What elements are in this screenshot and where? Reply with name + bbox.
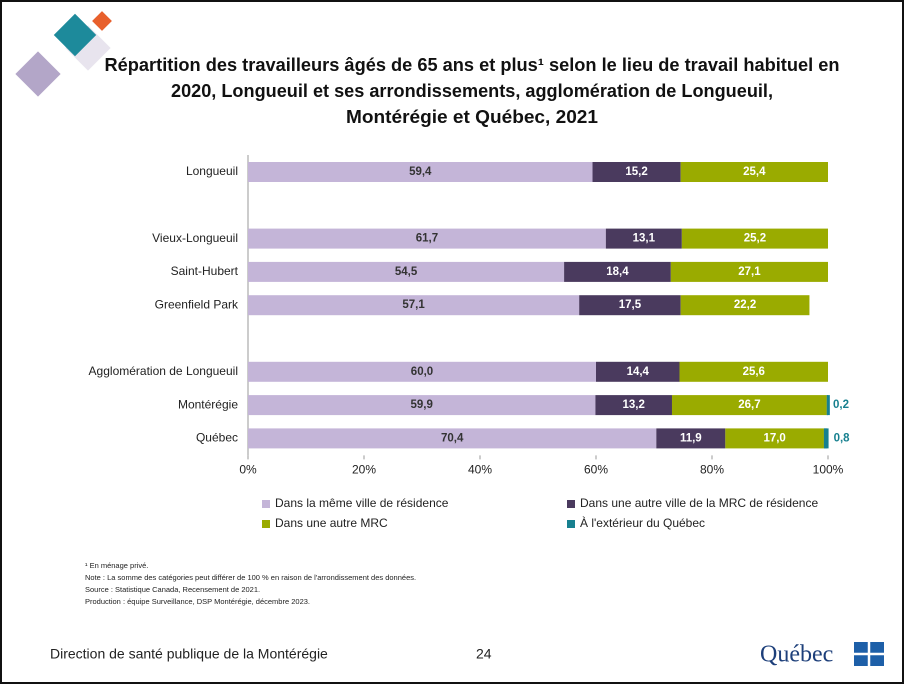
bar-segment bbox=[592, 162, 681, 182]
bar-segment bbox=[248, 228, 606, 249]
value-label: 17,0 bbox=[763, 432, 785, 444]
value-label: 57,1 bbox=[402, 299, 425, 311]
bar-segment bbox=[605, 228, 682, 249]
bar-segment bbox=[680, 295, 810, 316]
value-label: 60,0 bbox=[411, 366, 433, 378]
value-label: 25,6 bbox=[743, 366, 765, 378]
category-label: Vieux-Longueuil bbox=[152, 231, 238, 245]
value-label: 26,7 bbox=[738, 399, 760, 411]
bar-segment bbox=[679, 361, 828, 382]
x-tick-label: 20% bbox=[352, 463, 376, 477]
legend-label: Dans la même ville de résidence bbox=[275, 496, 449, 510]
value-label: 25,2 bbox=[744, 233, 766, 245]
category-label: Longueuil bbox=[186, 164, 238, 178]
bar-segment bbox=[680, 162, 828, 182]
x-tick-label: 40% bbox=[468, 463, 492, 477]
value-label: 11,9 bbox=[680, 432, 702, 444]
value-label: 0,2 bbox=[833, 399, 849, 411]
bar-segment bbox=[656, 428, 726, 449]
bar-segment bbox=[681, 228, 828, 249]
bar-segment bbox=[248, 428, 657, 449]
value-label: 61,7 bbox=[416, 233, 438, 245]
value-label: 13,2 bbox=[623, 399, 645, 411]
legend-swatch bbox=[567, 520, 575, 528]
x-tick-label: 80% bbox=[700, 463, 724, 477]
footnote: Production : équipe Surveillance, DSP Mo… bbox=[85, 597, 310, 606]
value-label: 70,4 bbox=[441, 432, 464, 444]
value-label: 22,2 bbox=[734, 299, 756, 311]
value-label: 59,4 bbox=[409, 166, 432, 178]
bar-segment bbox=[595, 395, 672, 416]
value-label: 18,4 bbox=[606, 266, 629, 278]
x-tick-label: 0% bbox=[239, 463, 257, 477]
value-label: 54,5 bbox=[395, 266, 418, 278]
value-label: 17,5 bbox=[619, 299, 642, 311]
bar-segment bbox=[564, 261, 671, 282]
legend-label: À l'extérieur du Québec bbox=[580, 515, 705, 530]
logo-flag bbox=[854, 642, 884, 666]
legend-swatch bbox=[262, 500, 270, 508]
logo-text: Québec bbox=[760, 642, 833, 668]
value-label: 13,1 bbox=[633, 233, 656, 245]
value-label: 14,4 bbox=[627, 366, 650, 378]
bar-segment bbox=[248, 361, 596, 382]
bar-segment bbox=[671, 395, 827, 416]
bar-segment bbox=[579, 295, 681, 316]
chart-title: Montérégie et Québec, 2021 bbox=[346, 107, 598, 127]
bar-segment-outline bbox=[826, 395, 830, 416]
value-label: 15,2 bbox=[625, 166, 647, 178]
legend-swatch bbox=[262, 520, 270, 528]
bar-segment bbox=[670, 261, 828, 282]
x-tick-label: 100% bbox=[813, 463, 844, 477]
footer-text: Direction de santé publique de la Montér… bbox=[50, 646, 328, 662]
category-label: Greenfield Park bbox=[155, 297, 239, 311]
value-label: 27,1 bbox=[738, 266, 761, 278]
footnote: Note : La somme des catégories peut diff… bbox=[85, 573, 416, 582]
category-label: Saint-Hubert bbox=[171, 264, 239, 278]
legend-label: Dans une autre ville de la MRC de réside… bbox=[580, 496, 818, 510]
chart-title: Répartition des travailleurs âgés de 65 … bbox=[105, 55, 840, 75]
bar-segment bbox=[725, 428, 824, 449]
value-label: 25,4 bbox=[743, 166, 766, 178]
chart-title: 2020, Longueuil et ses arrondissements, … bbox=[171, 81, 773, 101]
value-label: 0,8 bbox=[834, 432, 851, 444]
value-label: 59,9 bbox=[411, 399, 433, 411]
category-label: Québec bbox=[196, 431, 238, 445]
legend-swatch bbox=[567, 500, 575, 508]
bar-segment-outline bbox=[823, 428, 827, 449]
x-tick-label: 60% bbox=[584, 463, 608, 477]
footnote: Source : Statistique Canada, Recensement… bbox=[85, 585, 260, 594]
bar-segment bbox=[596, 361, 680, 382]
bar-segment bbox=[248, 295, 580, 316]
bar-segment bbox=[248, 395, 596, 416]
footnote: ¹ En ménage privé. bbox=[85, 561, 148, 570]
category-label: Montérégie bbox=[178, 397, 238, 411]
legend-label: Dans une autre MRC bbox=[275, 516, 388, 530]
page-number: 24 bbox=[476, 646, 492, 662]
bar-segment bbox=[248, 261, 565, 282]
bar-segment bbox=[248, 162, 593, 182]
category-label: Agglomération de Longueuil bbox=[89, 364, 238, 378]
